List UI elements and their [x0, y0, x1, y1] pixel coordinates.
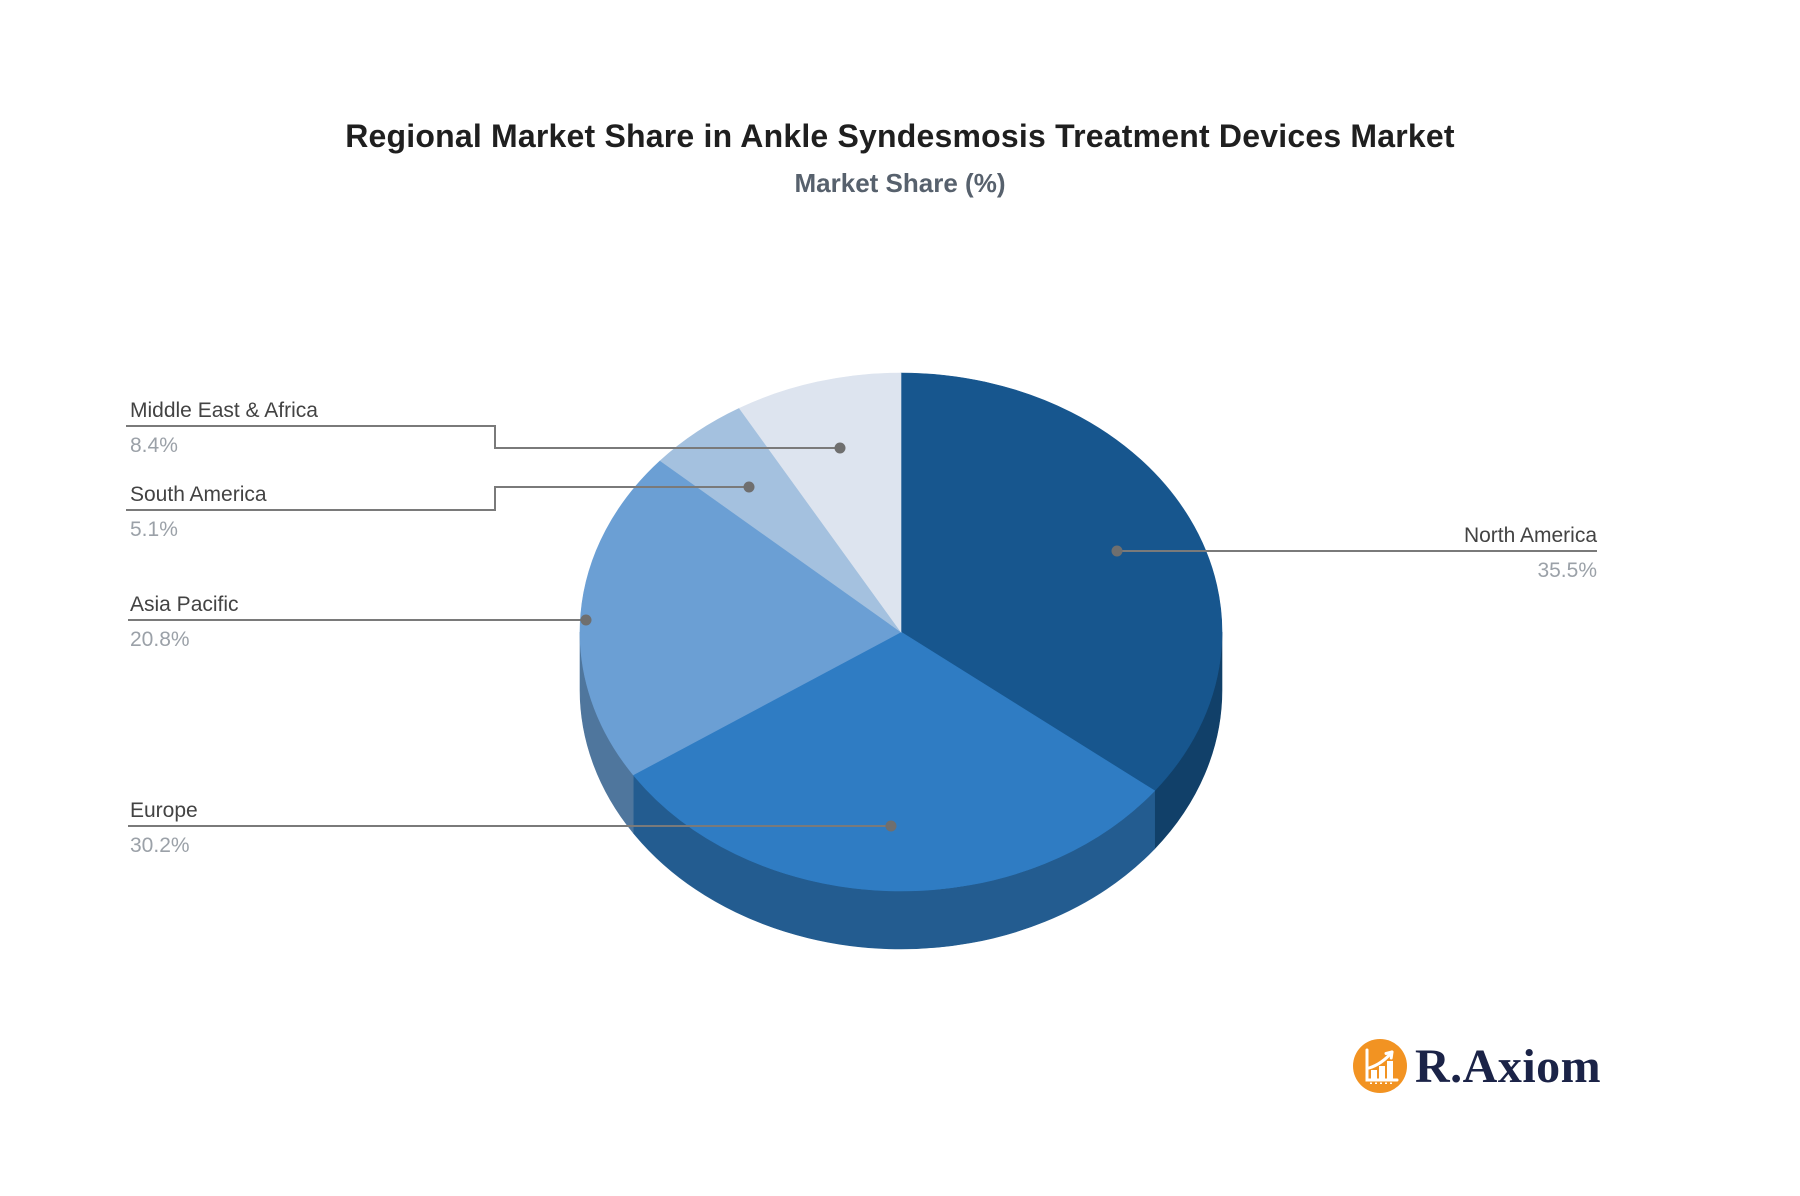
slice-name: Europe	[130, 799, 198, 822]
bar-chart-growth-icon	[1353, 1039, 1407, 1093]
logo-text: R.Axiom	[1415, 1039, 1602, 1093]
slice-label-asia-pacific: Asia Pacific 20.8%	[130, 593, 239, 652]
chart-title: Regional Market Share in Ankle Syndesmos…	[345, 118, 1455, 154]
slice-value: 35.5%	[1537, 559, 1597, 582]
chart-subtitle: Market Share (%)	[794, 168, 1006, 198]
slice-name: Asia Pacific	[130, 593, 239, 616]
slice-label-middle-east-africa: Middle East & Africa 8.4%	[130, 399, 318, 458]
slice-label-south-america: South America 5.1%	[130, 483, 267, 542]
slice-name: North America	[1463, 524, 1597, 547]
slice-value: 30.2%	[130, 834, 190, 857]
slice-value: 5.1%	[130, 518, 178, 541]
slice-name: South America	[130, 483, 267, 506]
slice-value: 20.8%	[130, 628, 190, 651]
slice-label-europe: Europe 30.2%	[130, 799, 198, 858]
slice-label-north-america: North America 35.5%	[1464, 524, 1597, 583]
slice-value: 8.4%	[130, 434, 178, 457]
logo: R.Axiom	[1352, 1038, 1601, 1094]
slice-name: Middle East & Africa	[130, 399, 318, 422]
